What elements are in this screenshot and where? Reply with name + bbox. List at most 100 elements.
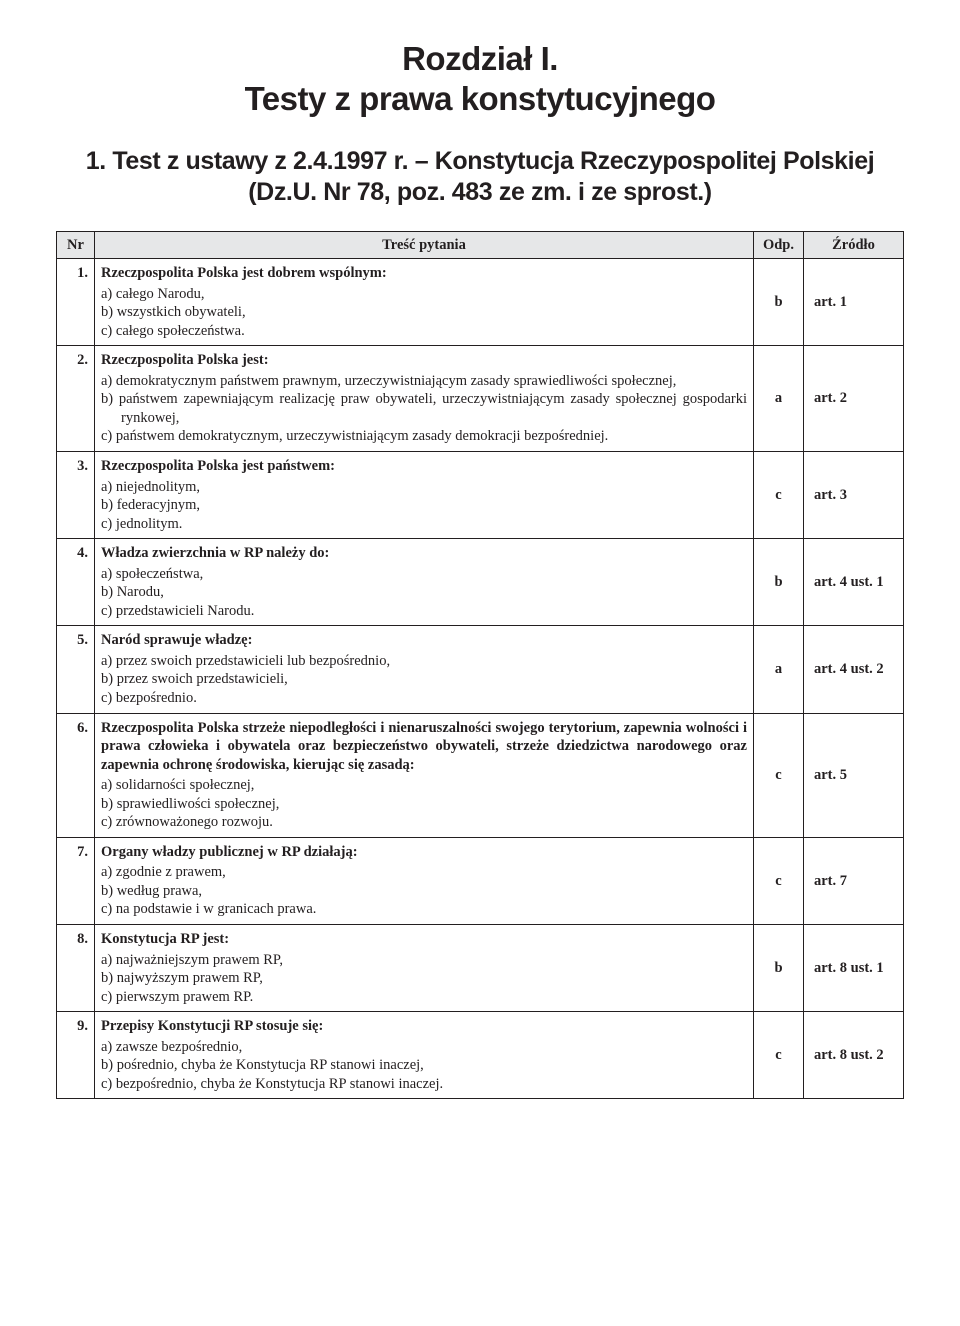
options-list: a) demokratycznym państwem prawnym, urze… [101, 372, 747, 446]
option-item: b) pośrednio, chyba że Konstytucja RP st… [101, 1056, 747, 1075]
question-text: Rzeczpospolita Polska strzeże niepodległ… [101, 720, 747, 773]
question-number: 2. [57, 346, 95, 452]
source-cell: art. 7 [804, 837, 904, 924]
answer-cell: c [754, 451, 804, 538]
question-number: 8. [57, 925, 95, 1012]
option-item: c) na podstawie i w granicach prawa. [101, 900, 747, 919]
col-header-content: Treść pytania [95, 231, 754, 259]
question-text: Naród sprawuje władzę: [101, 632, 252, 648]
question-content: Naród sprawuje władzę: a) przez swoich pr… [95, 626, 754, 713]
option-item: a) całego Narodu, [101, 285, 747, 304]
option-item: b) najwyższym prawem RP, [101, 969, 747, 988]
option-item: b) sprawiedliwości społecznej, [101, 795, 747, 814]
options-list: a) najważniejszym prawem RP,b) najwyższy… [101, 951, 747, 1007]
table-row: 4. Władza zwierzchnia w RP należy do: a) s… [57, 539, 904, 626]
question-text: Rzeczpospolita Polska jest dobrem wspóln… [101, 265, 387, 281]
table-row: 8. Konstytucja RP jest: a) najważniejszym … [57, 925, 904, 1012]
option-item: c) państwem demokratycznym, urzeczywistn… [101, 427, 747, 446]
option-item: c) całego społeczeństwa. [101, 322, 747, 341]
source-cell: art. 2 [804, 346, 904, 452]
question-content: Rzeczpospolita Polska strzeże niepodległ… [95, 713, 754, 837]
question-content: Rzeczpospolita Polska jest dobrem wspóln… [95, 259, 754, 346]
options-list: a) zgodnie z prawem,b) według prawa,c) n… [101, 863, 747, 919]
question-text: Rzeczpospolita Polska jest państwem: [101, 458, 335, 474]
answer-cell: c [754, 1012, 804, 1099]
question-number: 1. [57, 259, 95, 346]
answer-cell: b [754, 259, 804, 346]
source-cell: art. 5 [804, 713, 904, 837]
option-item: b) państwem zapewniającym realizację pra… [101, 390, 747, 427]
option-item: a) zawsze bezpośrednio, [101, 1038, 747, 1057]
question-content: Przepisy Konstytucji RP stosuje się: a) z… [95, 1012, 754, 1099]
answer-cell: c [754, 713, 804, 837]
option-item: a) społeczeństwa, [101, 565, 747, 584]
question-content: Konstytucja RP jest: a) najważniejszym pr… [95, 925, 754, 1012]
question-number: 6. [57, 713, 95, 837]
answer-cell: b [754, 925, 804, 1012]
questions-table: Nr Treść pytania Odp. Źródło 1.Rzeczposp… [56, 231, 904, 1100]
option-item: a) demokratycznym państwem prawnym, urze… [101, 372, 747, 391]
option-item: a) przez swoich przedstawicieli lub bezp… [101, 652, 747, 671]
option-item: a) zgodnie z prawem, [101, 863, 747, 882]
option-item: b) przez swoich przedstawicieli, [101, 670, 747, 689]
table-row: 6.Rzeczpospolita Polska strzeże niepodle… [57, 713, 904, 837]
options-list: a) całego Narodu,b) wszystkich obywateli… [101, 285, 747, 341]
source-cell: art. 8 ust. 2 [804, 1012, 904, 1099]
col-header-odp: Odp. [754, 231, 804, 259]
chapter-subheading: Testy z prawa konstytucyjnego [56, 80, 904, 118]
option-item: b) Narodu, [101, 583, 747, 602]
test-heading: 1. Test z ustawy z 2.4.1997 r. – Konstyt… [56, 146, 904, 177]
options-list: a) społeczeństwa,b) Narodu,c) przedstawi… [101, 565, 747, 621]
question-number: 4. [57, 539, 95, 626]
options-list: a) przez swoich przedstawicieli lub bezp… [101, 652, 747, 708]
option-item: b) wszystkich obywateli, [101, 303, 747, 322]
option-item: c) jednolitym. [101, 515, 747, 534]
table-row: 3. Rzeczpospolita Polska jest państwem: a)… [57, 451, 904, 538]
question-text: Konstytucja RP jest: [101, 931, 229, 947]
table-row: 5. Naród sprawuje władzę: a) przez swoich … [57, 626, 904, 713]
table-row: 1. Rzeczpospolita Polska jest dobrem wspó… [57, 259, 904, 346]
question-text: Organy władzy publicznej w RP działają: [101, 844, 358, 860]
options-list: a) niejednolitym,b) federacyjnym,c) jedn… [101, 478, 747, 534]
answer-cell: c [754, 837, 804, 924]
table-row: 2. Rzeczpospolita Polska jest: a) demokrat… [57, 346, 904, 452]
options-list: a) zawsze bezpośrednio,b) pośrednio, chy… [101, 1038, 747, 1094]
table-row: 7.Organy władzy publicznej w RP działają… [57, 837, 904, 924]
question-number: 9. [57, 1012, 95, 1099]
options-list: a) solidarności społecznej,b) sprawiedli… [101, 776, 747, 832]
source-cell: art. 1 [804, 259, 904, 346]
question-number: 5. [57, 626, 95, 713]
answer-cell: b [754, 539, 804, 626]
col-header-nr: Nr [57, 231, 95, 259]
option-item: c) zrównoważonego rozwoju. [101, 813, 747, 832]
option-item: c) pierwszym prawem RP. [101, 988, 747, 1007]
question-text: Przepisy Konstytucji RP stosuje się: [101, 1018, 323, 1034]
option-item: a) solidarności społecznej, [101, 776, 747, 795]
option-item: c) bezpośrednio. [101, 689, 747, 708]
document-reference: (Dz.U. Nr 78, poz. 483 ze zm. i ze spros… [56, 177, 904, 208]
option-item: a) niejednolitym, [101, 478, 747, 497]
source-cell: art. 4 ust. 2 [804, 626, 904, 713]
question-content: Rzeczpospolita Polska jest: a) demokratyc… [95, 346, 754, 452]
col-header-src: Źródło [804, 231, 904, 259]
option-item: c) bezpośrednio, chyba że Konstytucja RP… [101, 1075, 747, 1094]
answer-cell: a [754, 346, 804, 452]
question-text: Rzeczpospolita Polska jest: [101, 352, 269, 368]
question-content: Władza zwierzchnia w RP należy do: a) spo… [95, 539, 754, 626]
option-item: a) najważniejszym prawem RP, [101, 951, 747, 970]
source-cell: art. 8 ust. 1 [804, 925, 904, 1012]
answer-cell: a [754, 626, 804, 713]
question-number: 7. [57, 837, 95, 924]
source-cell: art. 4 ust. 1 [804, 539, 904, 626]
question-content: Rzeczpospolita Polska jest państwem: a) n… [95, 451, 754, 538]
table-header-row: Nr Treść pytania Odp. Źródło [57, 231, 904, 259]
option-item: c) przedstawicieli Narodu. [101, 602, 747, 621]
table-row: 9. Przepisy Konstytucji RP stosuje się: a)… [57, 1012, 904, 1099]
option-item: b) według prawa, [101, 882, 747, 901]
question-text: Władza zwierzchnia w RP należy do: [101, 545, 329, 561]
source-cell: art. 3 [804, 451, 904, 538]
chapter-heading: Rozdział I. [56, 40, 904, 78]
question-content: Organy władzy publicznej w RP działają: a… [95, 837, 754, 924]
question-number: 3. [57, 451, 95, 538]
option-item: b) federacyjnym, [101, 496, 747, 515]
